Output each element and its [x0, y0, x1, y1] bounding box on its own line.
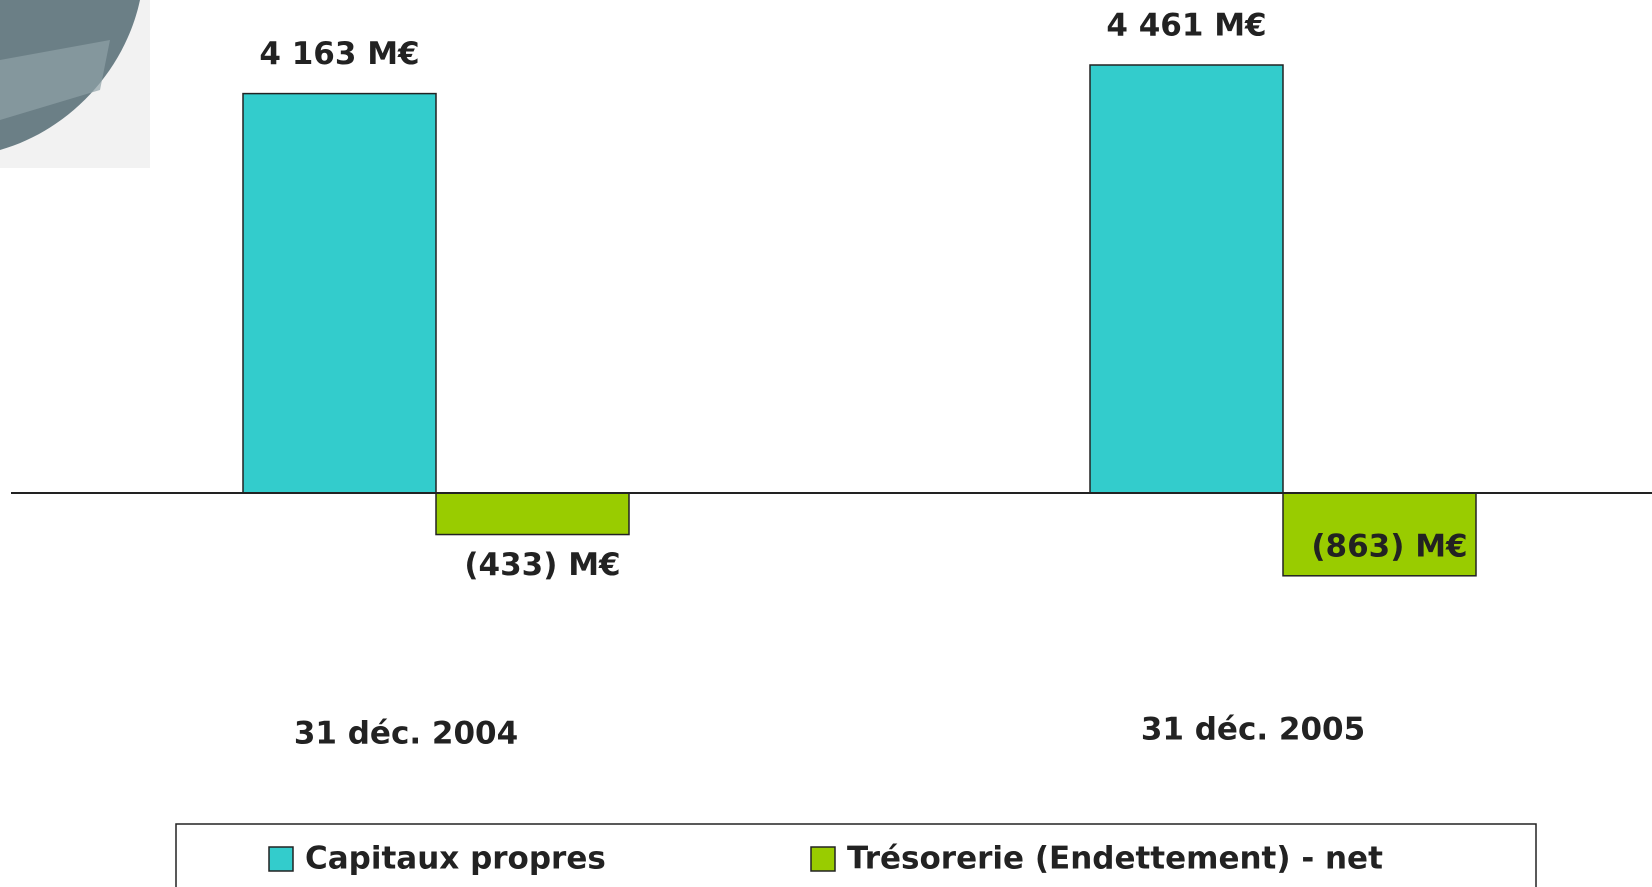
- legend-swatch: [268, 846, 294, 872]
- bar: [1089, 64, 1284, 494]
- x-tick-label: 31 déc. 2004: [294, 716, 518, 752]
- legend-box: [175, 823, 1537, 887]
- legend-label: Trésorerie (Endettement) - net: [847, 841, 1383, 877]
- decor-photo: [0, 0, 150, 168]
- value-label: 4 461 M€: [1106, 8, 1266, 44]
- legend-label: Capitaux propres: [305, 841, 606, 877]
- bar: [435, 492, 630, 536]
- bar: [1282, 492, 1477, 577]
- value-label: 4 163 M€: [259, 36, 419, 72]
- x-tick-label: 31 déc. 2005: [1141, 712, 1365, 748]
- bar: [242, 92, 437, 494]
- value-label: (433) M€: [464, 547, 620, 583]
- value-label: (863) M€: [1311, 528, 1467, 564]
- legend-swatch: [810, 846, 836, 872]
